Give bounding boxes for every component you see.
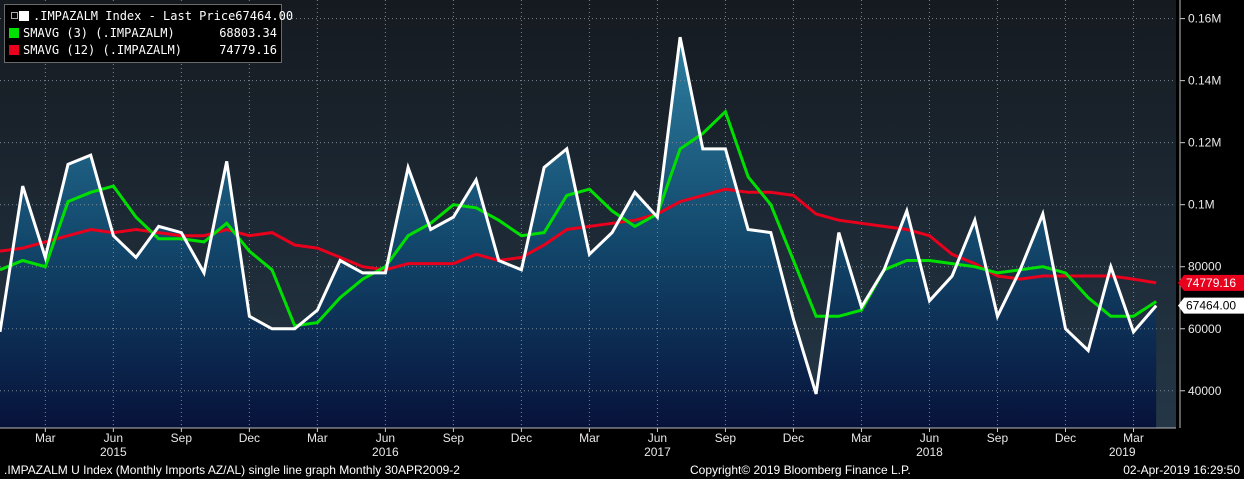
x-tick-label: Mar [1123, 431, 1144, 445]
x-tick-label: Sep [443, 431, 465, 445]
x-tick-label: Dec [511, 431, 532, 445]
x-tick-label: Mar [307, 431, 328, 445]
x-tick-label: Sep [171, 431, 193, 445]
legend-value: 74779.16 [219, 42, 277, 57]
legend-label: SMAVG (12) (.IMPAZALM) [23, 42, 182, 57]
legend-swatch-icon [9, 27, 19, 38]
footer: .IMPAZALM U Index (Monthly Imports AZ/AL… [0, 461, 1244, 479]
y-tick-label: 0.16M [1188, 12, 1221, 26]
x-tick-label: Dec [239, 431, 260, 445]
y-tick-label: 40000 [1188, 384, 1222, 398]
x-year-label: 2015 [100, 445, 127, 459]
last-value-tag [1178, 297, 1244, 314]
series-line-1 [0, 108, 1158, 328]
footer-timestamp: 02-Apr-2019 16:29:50 [1123, 463, 1240, 477]
legend[interactable]: .IMPAZALM Index - Last Price 67464.00 SM… [4, 4, 293, 63]
x-tick-label: Jun [376, 431, 395, 445]
collapse-icon[interactable] [11, 12, 18, 19]
legend-value: 67464.00 [235, 8, 294, 23]
legend-label: SMAVG (3) (.IMPAZALM) [23, 25, 175, 40]
x-tick-label: Dec [783, 431, 804, 445]
y-tick-label: 0.1M [1188, 198, 1215, 212]
x-year-label: 2018 [916, 445, 943, 459]
series-line-0 [0, 36, 1158, 395]
legend-swatch-icon [9, 44, 19, 55]
last-value-tag [1178, 274, 1244, 291]
y-tick-label: 60000 [1188, 322, 1222, 336]
y-tick-label: 0.14M [1188, 74, 1221, 88]
x-tick-label: Mar [851, 431, 872, 445]
x-tick-label: Jun [648, 431, 667, 445]
legend-label: .IMPAZALM Index - Last Price [33, 8, 236, 23]
y-tick-label: 80000 [1188, 260, 1222, 274]
legend-entry-last-price: .IMPAZALM Index - Last Price 67464.00 [9, 7, 293, 24]
x-tick-label: Mar [35, 431, 56, 445]
legend-value: 68803.34 [219, 25, 277, 40]
line-chart: 40000 60000 80000 0.1M 0.12M 0.14M 0.16M Mar Jun… [0, 0, 1244, 459]
x-tick-label: Sep [715, 431, 737, 445]
x-tick-label: Sep [987, 431, 1009, 445]
legend-entry-smavg-12: SMAVG (12) (.IMPAZALM) 74779.16 [9, 41, 277, 58]
x-tick-label: Mar [579, 431, 600, 445]
x-year-label: 2017 [644, 445, 671, 459]
y-tick-label: 0.12M [1188, 136, 1221, 150]
x-tick-label: Jun [104, 431, 123, 445]
x-tick-label: Dec [1055, 431, 1076, 445]
legend-entry-smavg-3: SMAVG (3) (.IMPAZALM) 68803.34 [9, 24, 277, 41]
x-year-label: 2016 [372, 445, 399, 459]
legend-swatch-icon [19, 10, 29, 21]
last-value-label: 74779.16 [1186, 276, 1236, 290]
x-tick-label: Jun [920, 431, 939, 445]
series-line-2 [0, 187, 1157, 285]
footer-description: .IMPAZALM U Index (Monthly Imports AZ/AL… [4, 463, 460, 477]
last-value-label: 67464.00 [1186, 299, 1236, 313]
x-year-label: 2019 [1109, 445, 1136, 459]
footer-copyright: Copyright© 2019 Bloomberg Finance L.P. [690, 463, 911, 477]
